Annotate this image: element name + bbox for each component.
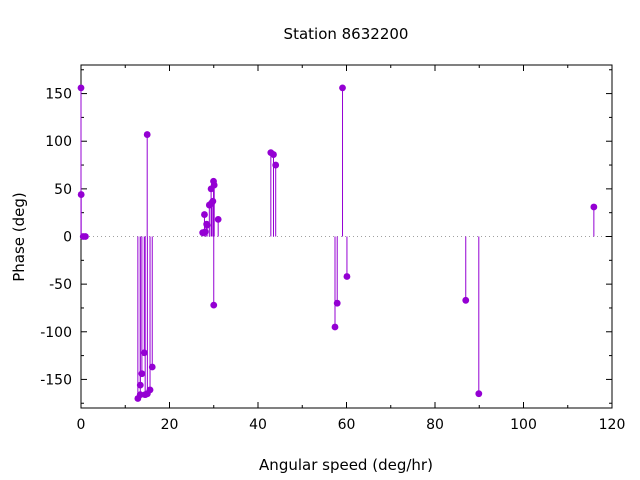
y-tick-label: -50	[49, 277, 72, 293]
data-point	[77, 191, 85, 198]
data-point	[462, 296, 470, 304]
data-point	[339, 84, 346, 92]
data-point	[140, 349, 148, 357]
chart-title: Station 8632200	[284, 25, 409, 43]
x-tick-label: 0	[77, 417, 86, 433]
data-point	[210, 181, 218, 189]
x-tick-label: 60	[338, 417, 356, 433]
data-point	[201, 211, 208, 218]
y-tick-label: 150	[45, 87, 72, 103]
data-point	[475, 390, 483, 398]
y-tick-label: 0	[63, 230, 72, 246]
plot-area: 0 20 40 60 80 100 120 -150 -100 -50 0 50 100 150	[40, 64, 626, 433]
y-tick-label: -100	[40, 325, 72, 341]
data-point	[270, 151, 277, 158]
data-point	[209, 197, 217, 205]
y-tick-label: 50	[54, 182, 72, 198]
data-point	[343, 273, 351, 280]
data-point	[77, 84, 85, 92]
data-point	[138, 370, 146, 378]
x-tick-label: 20	[161, 417, 179, 433]
data-point	[82, 233, 89, 240]
data-point	[214, 215, 222, 223]
data-point	[272, 161, 280, 169]
x-tick-label: 100	[510, 417, 537, 433]
data-point	[331, 323, 339, 331]
data-point	[143, 131, 151, 138]
x-tick-label: 40	[249, 417, 267, 433]
y-tick-label: 100	[45, 134, 72, 150]
x-tick-label: 80	[426, 417, 444, 433]
data-point	[146, 386, 154, 394]
y-axis-title: Phase (deg)	[10, 192, 28, 282]
x-axis-title: Angular speed (deg/hr)	[259, 456, 433, 474]
data-point	[136, 391, 144, 399]
data-point	[590, 203, 598, 211]
x-tick-label: 120	[599, 417, 626, 433]
y-tick-label: -150	[40, 372, 72, 388]
data-point	[201, 228, 209, 236]
data-point	[148, 363, 156, 371]
data-point	[210, 301, 218, 309]
data-point	[136, 381, 144, 389]
data-point	[333, 299, 341, 307]
data-point	[203, 221, 211, 229]
